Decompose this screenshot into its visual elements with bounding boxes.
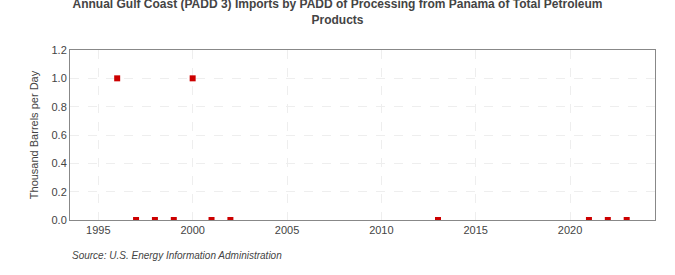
- svg-text:2015: 2015: [463, 224, 487, 236]
- svg-text:2000: 2000: [180, 224, 204, 236]
- svg-text:0.8: 0.8: [52, 101, 67, 113]
- svg-text:2010: 2010: [369, 224, 393, 236]
- svg-text:Annual Gulf Coast (PADD 3) Imp: Annual Gulf Coast (PADD 3) Imports by PA…: [72, 0, 602, 27]
- svg-text:1.0: 1.0: [52, 72, 67, 84]
- svg-text:1995: 1995: [86, 224, 110, 236]
- svg-text:0.6: 0.6: [52, 129, 67, 141]
- svg-text:2005: 2005: [275, 224, 299, 236]
- svg-text:2020: 2020: [558, 224, 582, 236]
- svg-text:Source: U.S. Energy Informatio: Source: U.S. Energy Information Administ…: [72, 250, 282, 261]
- svg-text:Thousand Barrels per Day: Thousand Barrels per Day: [28, 70, 40, 199]
- svg-text:0.4: 0.4: [52, 157, 67, 169]
- svg-text:0.0: 0.0: [52, 214, 67, 226]
- svg-text:1.2: 1.2: [52, 44, 67, 56]
- svg-text:0.2: 0.2: [52, 186, 67, 198]
